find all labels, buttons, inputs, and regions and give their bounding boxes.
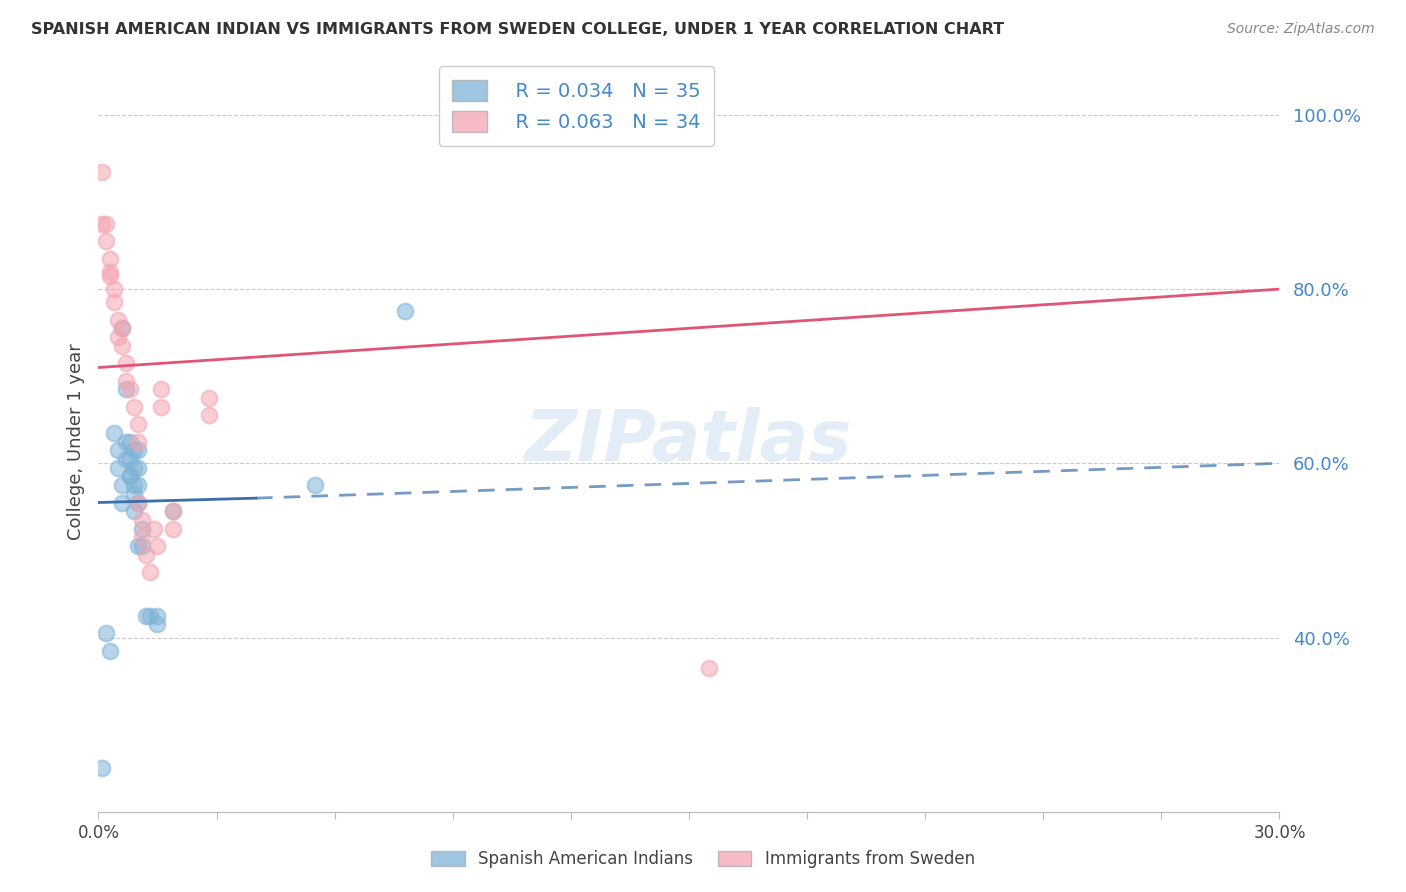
Point — [111, 321, 134, 335]
Point — [127, 495, 149, 509]
Point — [142, 522, 165, 536]
Point — [146, 617, 169, 632]
Point — [122, 504, 145, 518]
Point — [197, 409, 219, 423]
Point — [127, 434, 149, 449]
Point — [138, 565, 160, 579]
Point — [111, 495, 134, 509]
Point — [91, 217, 114, 231]
Y-axis label: College, Under 1 year: College, Under 1 year — [66, 343, 84, 540]
Text: Source: ZipAtlas.com: Source: ZipAtlas.com — [1227, 22, 1375, 37]
Point — [131, 530, 153, 544]
Point — [127, 460, 149, 475]
Point — [162, 504, 184, 518]
Point — [135, 608, 157, 623]
Point — [118, 469, 141, 483]
Point — [146, 608, 169, 623]
Point — [127, 417, 149, 431]
Text: SPANISH AMERICAN INDIAN VS IMMIGRANTS FROM SWEDEN COLLEGE, UNDER 1 YEAR CORRELAT: SPANISH AMERICAN INDIAN VS IMMIGRANTS FR… — [31, 22, 1004, 37]
Point — [122, 478, 145, 492]
Point — [131, 522, 153, 536]
Point — [304, 478, 326, 492]
Point — [98, 252, 121, 266]
Point — [98, 265, 121, 279]
Point — [111, 321, 134, 335]
Point — [127, 478, 149, 492]
Point — [103, 425, 125, 440]
Point — [98, 268, 121, 283]
Point — [107, 443, 129, 458]
Point — [115, 452, 138, 467]
Text: ZIPatlas: ZIPatlas — [526, 407, 852, 476]
Point — [91, 761, 114, 775]
Point — [127, 443, 149, 458]
Point — [150, 382, 173, 396]
Point — [127, 539, 149, 553]
Point — [115, 434, 138, 449]
Legend: Spanish American Indians, Immigrants from Sweden: Spanish American Indians, Immigrants fro… — [425, 844, 981, 875]
Point — [115, 356, 138, 370]
Legend:   R = 0.034   N = 35,   R = 0.063   N = 34: R = 0.034 N = 35, R = 0.063 N = 34 — [439, 66, 714, 145]
Point — [118, 434, 141, 449]
Point — [135, 548, 157, 562]
Point — [96, 626, 118, 640]
Point — [107, 312, 129, 326]
Point — [107, 330, 129, 344]
Point — [118, 382, 141, 396]
Point — [697, 661, 720, 675]
Point — [115, 374, 138, 388]
Point — [122, 443, 145, 458]
Point — [111, 339, 134, 353]
Point — [111, 478, 134, 492]
Point — [394, 304, 416, 318]
Point — [131, 513, 153, 527]
Point — [96, 217, 118, 231]
Point — [146, 539, 169, 553]
Point — [138, 608, 160, 623]
Point — [103, 295, 125, 310]
Point — [162, 522, 184, 536]
Point — [131, 539, 153, 553]
Point — [122, 460, 145, 475]
Point — [122, 487, 145, 501]
Point — [118, 452, 141, 467]
Point — [127, 495, 149, 509]
Point — [118, 469, 141, 483]
Point — [115, 382, 138, 396]
Point — [197, 391, 219, 405]
Point — [162, 504, 184, 518]
Point — [96, 234, 118, 248]
Point — [98, 643, 121, 657]
Point — [122, 400, 145, 414]
Point — [103, 282, 125, 296]
Point — [150, 400, 173, 414]
Point — [107, 460, 129, 475]
Point — [91, 164, 114, 178]
